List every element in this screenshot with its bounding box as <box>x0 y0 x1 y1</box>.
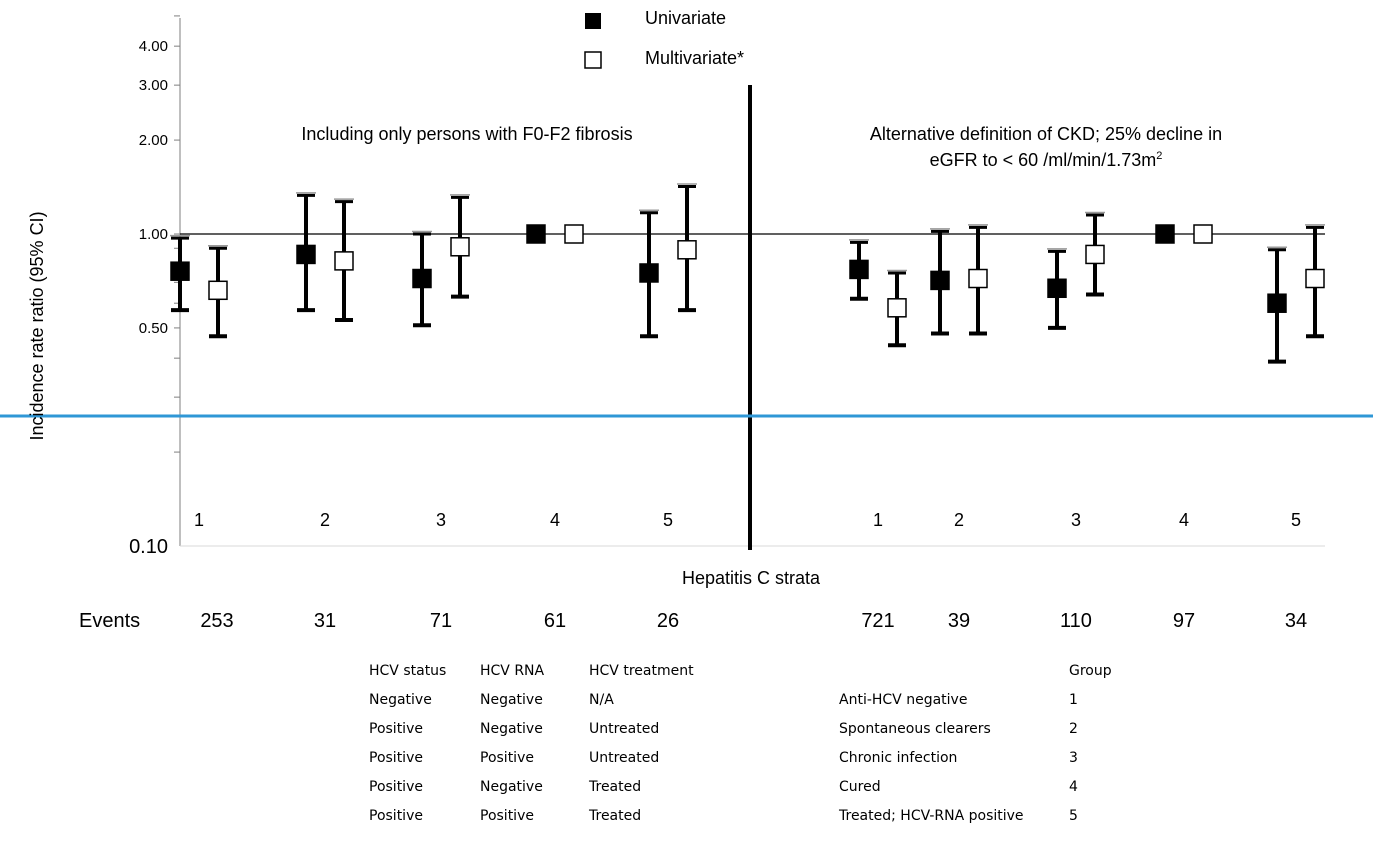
category-label: 2 <box>320 510 330 530</box>
univariate-point <box>1267 293 1287 313</box>
x-axis-title: Hepatitis C strata <box>682 568 821 588</box>
events-value: 110 <box>1060 610 1092 632</box>
multivariate-point <box>334 251 354 271</box>
y-tick-label: 0.50 <box>139 320 168 337</box>
key-table-cell: N/A <box>589 692 614 708</box>
events-value: 97 <box>1173 610 1195 632</box>
univariate-point <box>639 263 659 283</box>
legend-univariate-swatch <box>585 13 601 29</box>
axes <box>0 18 1373 550</box>
key-table-cell: Negative <box>369 692 432 708</box>
key-table-cell: 1 <box>1069 692 1078 708</box>
panel-left-title: Including only persons with F0-F2 fibros… <box>301 124 632 144</box>
legend: Univariate Multivariate* <box>584 8 744 69</box>
y-tick-label: 1.00 <box>139 226 168 243</box>
univariate-point <box>1155 224 1175 244</box>
panel-right-title-sup: 2 <box>1156 150 1162 162</box>
key-table-cell: Cured <box>839 779 881 795</box>
multivariate-point <box>887 298 907 318</box>
events-value: 39 <box>948 610 970 632</box>
events-value: 34 <box>1285 610 1307 632</box>
key-table-cell: Positive <box>369 779 423 795</box>
multivariate-point <box>564 224 584 244</box>
category-label: 1 <box>194 510 204 530</box>
key-table-cell: Treated; HCV-RNA positive <box>839 808 1024 824</box>
key-table-cell: Negative <box>480 692 543 708</box>
key-table-cell: Anti-HCV negative <box>839 692 968 708</box>
univariate-point <box>412 268 432 289</box>
key-table-cell: Chronic infection <box>839 750 958 766</box>
multivariate-point <box>677 240 697 260</box>
key-table-cell: Negative <box>480 779 543 795</box>
category-label: 5 <box>663 510 673 530</box>
data-marks <box>170 183 1325 364</box>
legend-univariate-label: Univariate <box>645 8 726 28</box>
y-axis-title: Incidence rate ratio (95% CI) <box>27 211 47 440</box>
category-label: 3 <box>1071 510 1081 530</box>
univariate-point <box>1047 278 1067 299</box>
category-label: 5 <box>1291 510 1301 530</box>
univariate-point <box>849 259 869 280</box>
panel-right-title-line2-text: eGFR to < 60 /ml/min/1.73m <box>930 150 1157 170</box>
key-table-header: HCV treatment <box>589 663 694 679</box>
category-labels: 1 2 3 4 5 1 2 3 4 5 <box>194 510 1301 530</box>
events-value: 721 <box>861 610 894 632</box>
key-table-cell: 5 <box>1069 808 1078 824</box>
key-table-cell: Positive <box>480 808 534 824</box>
panel-right-title-line1: Alternative definition of CKD; 25% decli… <box>870 124 1222 144</box>
key-table-cell: Spontaneous clearers <box>839 721 991 737</box>
key-table-cell: Positive <box>480 750 534 766</box>
key-table-cell: 2 <box>1069 721 1078 737</box>
events-value: 253 <box>200 610 233 632</box>
panel-right-title-line2: eGFR to < 60 /ml/min/1.73m2 <box>930 150 1163 170</box>
events-label: Events <box>79 610 140 632</box>
y-tick-label: 0.10 <box>129 536 168 558</box>
events-value: 26 <box>657 610 679 632</box>
univariate-point <box>296 244 316 265</box>
legend-multivariate-swatch <box>584 51 602 69</box>
events-row: 253 31 71 61 26 721 39 110 97 34 <box>200 610 1307 632</box>
category-label: 4 <box>550 510 560 530</box>
multivariate-point <box>1305 268 1325 289</box>
key-table-cell: Positive <box>369 750 423 766</box>
key-table-cell: Treated <box>589 779 642 795</box>
legend-multivariate-label: Multivariate* <box>645 48 744 68</box>
multivariate-point <box>1085 244 1105 265</box>
y-tick-label: 2.00 <box>139 132 168 149</box>
multivariate-point <box>208 280 228 301</box>
univariate-point <box>930 270 950 291</box>
key-table-cell: Negative <box>480 721 543 737</box>
events-value: 61 <box>544 610 566 632</box>
key-table-cell: 4 <box>1069 779 1078 795</box>
univariate-point <box>170 261 190 281</box>
y-tick-label: 4.00 <box>139 38 168 55</box>
multivariate-point <box>1193 224 1213 244</box>
univariate-point <box>526 224 546 244</box>
key-table-cell: Untreated <box>589 721 660 737</box>
multivariate-point <box>968 268 988 289</box>
key-table-cell: Untreated <box>589 750 660 766</box>
key-table-cell: Treated <box>589 808 642 824</box>
multivariate-point <box>450 237 470 257</box>
y-tick-label: 3.00 <box>139 77 168 94</box>
category-label: 3 <box>436 510 446 530</box>
category-label: 2 <box>954 510 964 530</box>
key-table-header: Group <box>1069 663 1112 679</box>
key-table-cell: 3 <box>1069 750 1078 766</box>
key-table-header: HCV RNA <box>480 663 545 679</box>
category-label: 1 <box>873 510 883 530</box>
events-value: 31 <box>314 610 336 632</box>
key-table-cell: Positive <box>369 721 423 737</box>
key-table-header: HCV status <box>369 663 447 679</box>
events-value: 71 <box>430 610 452 632</box>
y-ticks: 4.00 3.00 2.00 1.00 0.50 0.10 <box>129 15 180 558</box>
key-table-cell: Positive <box>369 808 423 824</box>
category-label: 4 <box>1179 510 1189 530</box>
